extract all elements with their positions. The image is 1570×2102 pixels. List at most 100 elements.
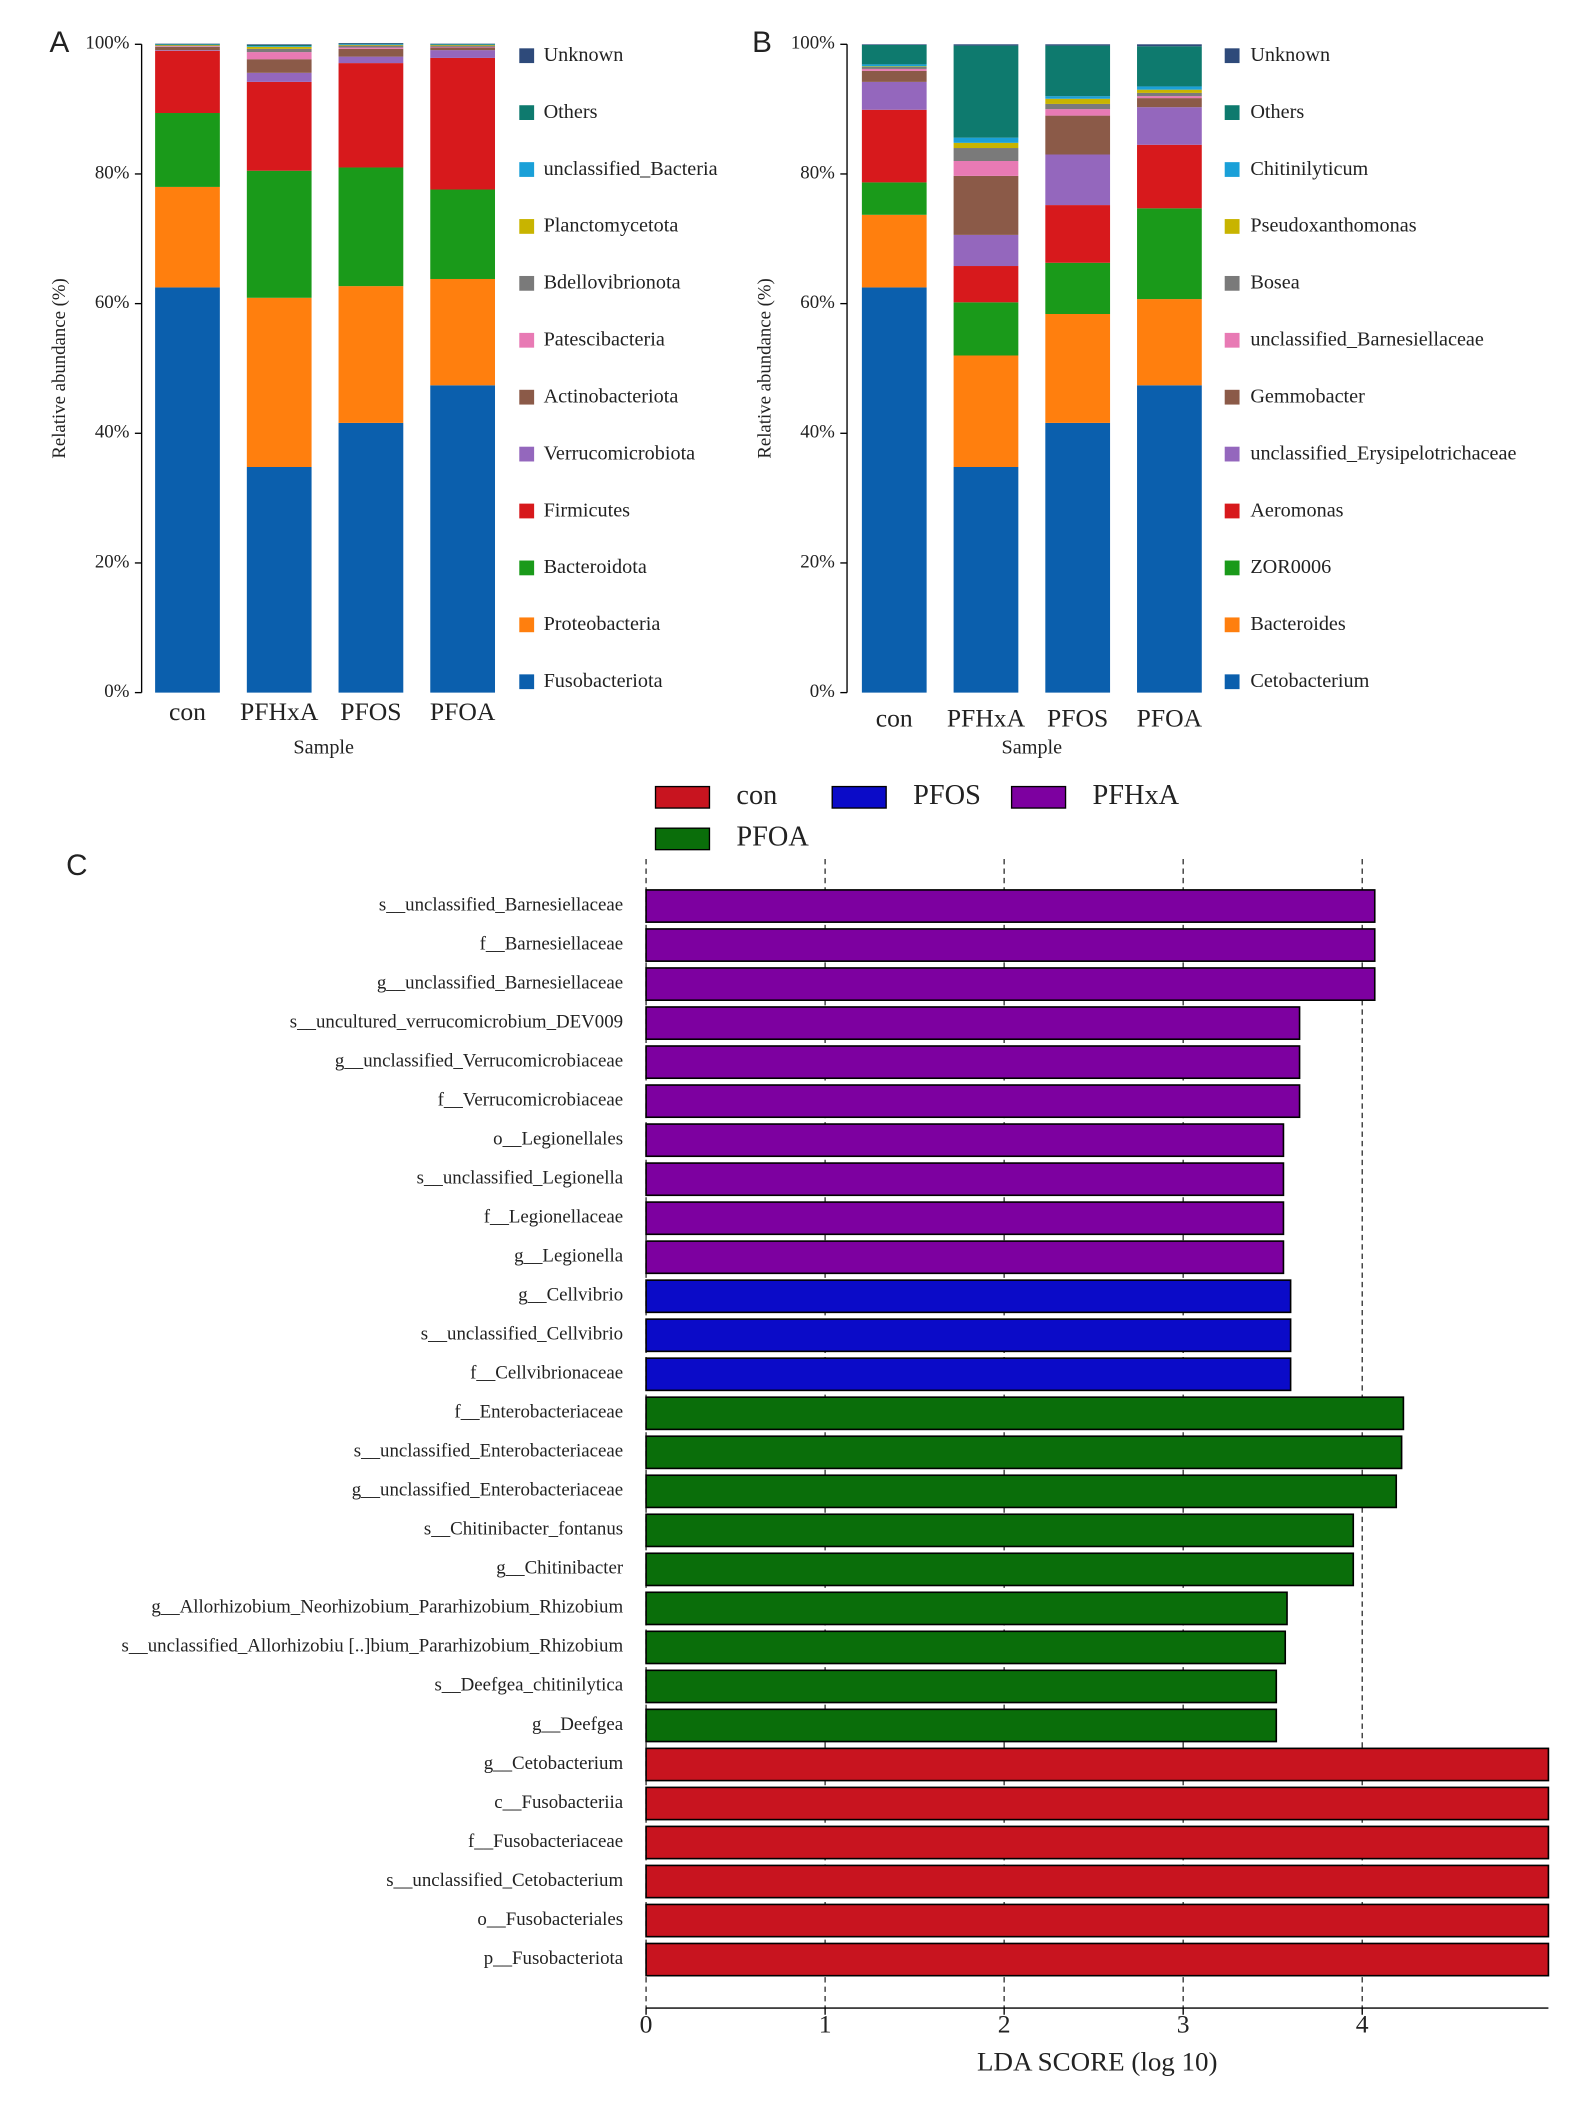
bar-segment <box>338 48 404 57</box>
bar-segment <box>1137 89 1202 93</box>
bar-segment <box>430 47 496 51</box>
x-tick-label: 1 <box>819 2010 832 2039</box>
bar-segment <box>338 63 404 168</box>
bar-segment <box>1045 313 1111 423</box>
y-tick-label: 60% <box>95 292 130 313</box>
legend-label: Pseudoxanthomonas <box>1250 215 1416 237</box>
y-tick-label: 40% <box>800 422 835 443</box>
y-axis-label: Relative abundance (%) <box>49 278 70 458</box>
legend-swatch <box>519 389 535 405</box>
panel-letter: B <box>752 26 772 59</box>
legend-swatch <box>519 446 535 462</box>
bar-segment <box>1137 107 1202 145</box>
bar-segment <box>861 214 927 288</box>
bar-segment <box>430 189 496 279</box>
bar-segment <box>155 113 220 187</box>
bar-segment <box>338 44 404 46</box>
category-label: s__unclassified_Enterobacteriaceae <box>354 1441 623 1462</box>
bar-segment <box>953 142 1019 149</box>
bar <box>645 1435 1403 1470</box>
bar-segment <box>155 50 220 51</box>
bar <box>645 1474 1398 1509</box>
legend-swatch <box>519 503 535 519</box>
bar-segment <box>953 160 1019 176</box>
bar <box>645 1552 1355 1587</box>
category-label: g__unclassified_Verrucomicrobiaceae <box>335 1050 623 1071</box>
bar-segment <box>338 286 404 423</box>
legend-swatch <box>1224 332 1240 348</box>
legend-swatch <box>1224 560 1240 576</box>
bar-segment <box>1045 422 1111 693</box>
bar-segment <box>430 45 496 47</box>
bar <box>645 1396 1405 1431</box>
x-tick-label: 3 <box>1177 2010 1190 2039</box>
legend-swatch <box>1224 275 1240 291</box>
bar <box>645 1045 1301 1080</box>
y-tick-label: 60% <box>800 292 835 313</box>
bar-segment <box>1045 98 1111 104</box>
bar-segment <box>953 44 1019 46</box>
bar <box>645 1084 1301 1119</box>
bar-segment <box>430 44 496 46</box>
bar-segment <box>246 48 312 53</box>
bar-segment <box>430 50 496 58</box>
category-label: g__Deefgea <box>532 1714 624 1735</box>
legend-label: Patescibacteria <box>544 329 665 351</box>
x-axis-label: Sample <box>1001 737 1062 759</box>
category-label: s__unclassified_Cellvibrio <box>421 1324 623 1345</box>
bar-segment <box>861 68 927 71</box>
y-tick-label: 0% <box>104 681 129 702</box>
x-tick-label: PFOS <box>1047 704 1108 733</box>
bar-segment <box>1137 208 1202 300</box>
category-label: g__Chitinibacter <box>496 1558 624 1579</box>
bar-segment <box>953 148 1019 161</box>
bar-segment <box>430 46 496 48</box>
bar-segment <box>1137 92 1202 97</box>
bar-segment <box>246 44 312 45</box>
legend-label: con <box>736 780 777 811</box>
category-label: g__unclassified_Enterobacteriaceae <box>352 1480 623 1501</box>
bar-segment <box>246 72 312 82</box>
legend-label: Bacteroides <box>1250 613 1346 635</box>
legend-label: Gemmobacter <box>1250 386 1365 408</box>
bar <box>645 1903 1550 1938</box>
bar-segment <box>861 70 927 82</box>
legend-swatch <box>519 275 535 291</box>
bar-segment <box>155 45 220 47</box>
bar-segment <box>1137 98 1202 108</box>
legend-swatch <box>519 617 535 633</box>
bar-segment <box>155 287 220 693</box>
legend-label: unclassified_Barnesiellaceae <box>1250 329 1484 351</box>
bar-segment <box>246 46 312 49</box>
bar <box>645 1162 1285 1197</box>
bar-segment <box>953 234 1019 267</box>
legend-label: Cetobacterium <box>1250 670 1369 692</box>
bar <box>645 1279 1292 1314</box>
legend-swatch <box>1224 162 1240 177</box>
bar-segment <box>861 287 927 693</box>
legend-label: Verrucomicrobiota <box>544 442 696 464</box>
legend-label: unclassified_Bacteria <box>544 158 718 180</box>
bar <box>645 1825 1550 1860</box>
bar-segment <box>953 175 1019 235</box>
category-label: o__Legionellales <box>493 1129 623 1150</box>
bar-segment <box>155 46 220 51</box>
bar-segment <box>246 44 312 47</box>
bar-segment <box>338 167 404 287</box>
bar-segment <box>155 43 220 45</box>
legend-label: Bosea <box>1250 272 1299 294</box>
bar-segment <box>1137 46 1202 87</box>
bar <box>645 967 1376 1001</box>
y-tick-label: 80% <box>95 162 130 183</box>
bar-segment <box>1137 385 1202 693</box>
bar-segment <box>155 44 220 46</box>
bar <box>645 1318 1292 1353</box>
legend-swatch <box>519 219 535 234</box>
panel-letter: A <box>49 26 69 59</box>
bar-segment <box>246 297 312 467</box>
legend-swatch <box>1224 617 1240 633</box>
legend-swatch <box>519 162 535 177</box>
bar <box>645 889 1376 923</box>
x-axis-label: LDA SCORE (log 10) <box>977 2047 1218 2077</box>
